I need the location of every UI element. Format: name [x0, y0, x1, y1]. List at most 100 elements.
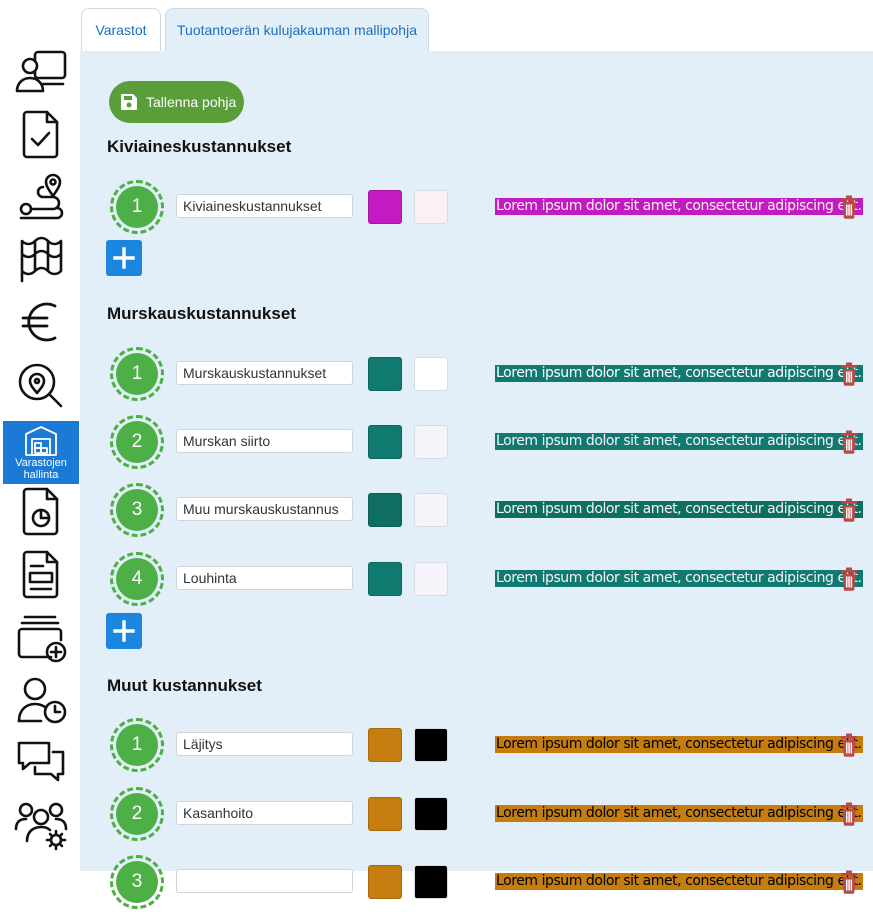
nav-item-user-clock[interactable]	[3, 670, 79, 730]
cost-row: 4 Lorem ipsum dolor sit amet, consectetur…	[80, 549, 873, 609]
plus-icon	[112, 246, 136, 270]
color-preview-text: Lorem ipsum dolor sit amet, consectetur …	[495, 736, 863, 753]
delete-row-button[interactable]	[838, 802, 860, 826]
cost-name-input[interactable]	[176, 566, 353, 590]
cost-row: 2 Lorem ipsum dolor sit amet, consectetur…	[80, 784, 873, 844]
nav-item-warehouse[interactable]: Varastojen hallinta	[3, 421, 79, 484]
user-desk-icon	[15, 50, 67, 93]
text-color-swatch[interactable]	[414, 357, 448, 391]
add-row-button[interactable]	[106, 613, 142, 649]
document-form-icon	[22, 550, 59, 599]
background-color-swatch[interactable]	[368, 425, 402, 459]
save-template-button[interactable]: Tallenna pohja	[109, 81, 244, 123]
background-color-swatch[interactable]	[368, 797, 402, 831]
order-number: 3	[116, 489, 158, 531]
route-icon	[19, 173, 64, 220]
user-clock-icon	[17, 677, 67, 724]
trash-icon	[838, 870, 860, 898]
order-badge: 2	[110, 787, 164, 841]
text-color-swatch[interactable]	[414, 562, 448, 596]
text-color-swatch[interactable]	[414, 797, 448, 831]
order-number: 2	[116, 421, 158, 463]
nav-item-document-check[interactable]	[3, 104, 79, 164]
color-preview-text: Lorem ipsum dolor sit amet, consectetur …	[495, 570, 863, 587]
background-color-swatch[interactable]	[368, 562, 402, 596]
users-settings-icon	[14, 802, 68, 851]
text-color-swatch[interactable]	[414, 190, 448, 224]
nav-item-map[interactable]	[3, 229, 79, 289]
order-badge: 1	[110, 718, 164, 772]
order-number: 1	[116, 724, 158, 766]
cost-name-input[interactable]	[176, 429, 353, 453]
order-badge: 1	[110, 347, 164, 401]
text-color-swatch[interactable]	[414, 865, 448, 899]
add-stack-icon	[17, 615, 67, 663]
cost-name-input[interactable]	[176, 194, 353, 218]
background-color-swatch[interactable]	[368, 357, 402, 391]
nav-item-users-settings[interactable]	[3, 795, 79, 855]
color-preview-text: Lorem ipsum dolor sit amet, consectetur …	[495, 501, 863, 518]
delete-row-button[interactable]	[838, 498, 860, 522]
cost-name-input[interactable]	[176, 801, 353, 825]
delete-row-button[interactable]	[838, 733, 860, 757]
cost-row: 1 Lorem ipsum dolor sit amet, consectetur…	[80, 344, 873, 404]
save-icon	[121, 94, 137, 110]
nav-item-add-stack[interactable]	[3, 607, 79, 667]
order-number: 3	[116, 861, 158, 903]
trash-icon	[838, 362, 860, 390]
text-color-swatch[interactable]	[414, 493, 448, 527]
background-color-swatch[interactable]	[368, 865, 402, 899]
euro-icon	[21, 302, 57, 342]
order-number: 4	[116, 558, 158, 600]
delete-row-button[interactable]	[838, 362, 860, 386]
order-badge: 1	[110, 180, 164, 234]
nav-item-user-desk[interactable]	[3, 42, 79, 102]
trash-icon	[838, 430, 860, 458]
cost-name-input[interactable]	[176, 497, 353, 521]
map-icon	[20, 236, 63, 283]
tab-varastot[interactable]: Varastot	[81, 8, 161, 51]
section-title: Kiviaineskustannukset	[107, 137, 292, 156]
text-color-swatch[interactable]	[414, 728, 448, 762]
background-color-swatch[interactable]	[368, 728, 402, 762]
nav-item-document-form[interactable]	[3, 544, 79, 604]
cost-row: 1 Lorem ipsum dolor sit amet, consectetur…	[80, 715, 873, 775]
trash-icon	[838, 567, 860, 595]
delete-row-button[interactable]	[838, 870, 860, 894]
cost-row: 3 Lorem ipsum dolor sit amet, consectetur…	[80, 852, 873, 912]
nav-item-report-chart[interactable]	[3, 481, 79, 541]
cost-row: 1 Lorem ipsum dolor sit amet, consectetur…	[80, 177, 873, 237]
cost-name-input[interactable]	[176, 869, 353, 893]
order-number: 2	[116, 793, 158, 835]
location-search-icon	[18, 363, 63, 408]
delete-row-button[interactable]	[838, 567, 860, 591]
delete-row-button[interactable]	[838, 195, 860, 219]
order-badge: 3	[110, 483, 164, 537]
nav-item-location-search[interactable]	[3, 355, 79, 415]
color-preview-text: Lorem ipsum dolor sit amet, consectetur …	[495, 433, 863, 450]
delete-row-button[interactable]	[838, 430, 860, 454]
content-panel: Tallenna pohja Kiviaineskustannukset 1 Lor…	[80, 51, 873, 909]
tab-cost-template[interactable]: Tuotantoerän kulujakauman mallipohja	[165, 8, 429, 51]
nav-item-euro[interactable]	[3, 292, 79, 352]
nav-item-chat[interactable]	[3, 732, 79, 792]
chat-icon	[17, 741, 65, 782]
order-number: 1	[116, 353, 158, 395]
nav-label-line-1: Varastojen	[15, 456, 67, 469]
cost-name-input[interactable]	[176, 732, 353, 756]
trash-icon	[838, 195, 860, 223]
nav-item-route[interactable]	[3, 166, 79, 226]
cost-row: 3 Lorem ipsum dolor sit amet, consectetur…	[80, 480, 873, 540]
color-preview-text: Lorem ipsum dolor sit amet, consectetur …	[495, 805, 863, 822]
plus-icon	[112, 619, 136, 643]
add-row-button[interactable]	[106, 240, 142, 276]
cost-name-input[interactable]	[176, 361, 353, 385]
color-preview-text: Lorem ipsum dolor sit amet, consectetur …	[495, 198, 863, 215]
report-chart-icon	[22, 487, 59, 536]
background-color-swatch[interactable]	[368, 190, 402, 224]
order-number: 1	[116, 186, 158, 228]
background-color-swatch[interactable]	[368, 493, 402, 527]
order-badge: 4	[110, 552, 164, 606]
text-color-swatch[interactable]	[414, 425, 448, 459]
sidebar: Varastojen hallinta	[0, 0, 80, 871]
